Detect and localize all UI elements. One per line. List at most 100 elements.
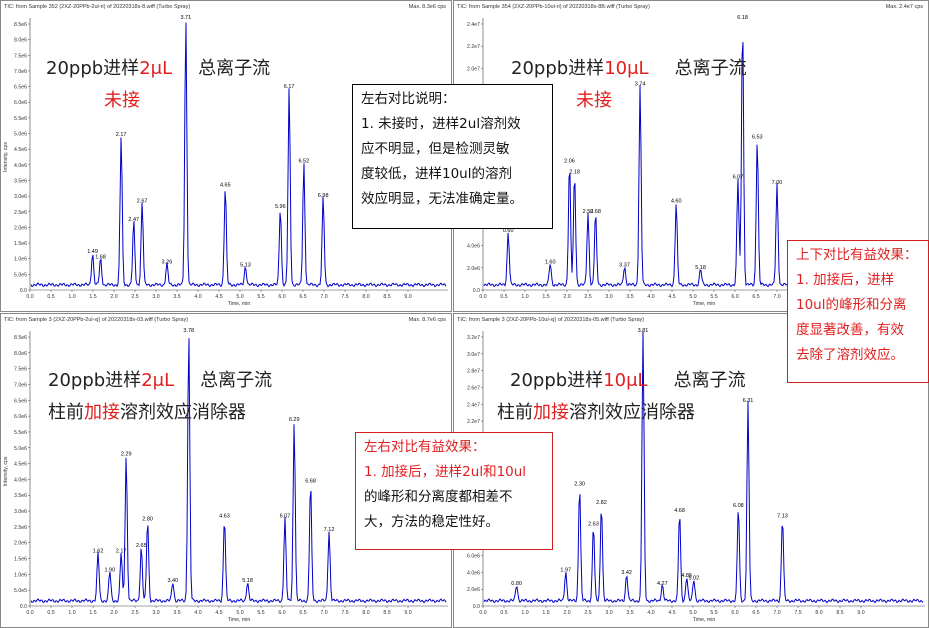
y-tick-label: 3.5e6 bbox=[14, 178, 27, 184]
x-tick-label: 3.0 bbox=[605, 294, 612, 300]
y-tick-label: 3.0e7 bbox=[467, 352, 480, 358]
y-tick-label: 5.0e5 bbox=[14, 588, 27, 594]
x-tick-label: 5.5 bbox=[257, 610, 264, 616]
peak-label: 6.07 bbox=[280, 514, 291, 520]
note-heading: 左右对比说明： bbox=[361, 91, 456, 107]
panel-subtitle: 柱前加接溶剂效应消除器 bbox=[497, 398, 695, 424]
note-box: 上下对比有益效果： 1. 加接后，进样 10ul的峰形和分离 度显著改善，有效 … bbox=[787, 240, 929, 383]
panel-max: Max. 2.4e7 cps bbox=[886, 4, 924, 10]
peak-label: 6.17 bbox=[284, 84, 295, 90]
title-volume: 10μL bbox=[604, 58, 649, 79]
x-tick-label: 1.0 bbox=[521, 610, 528, 616]
x-tick-label: 0.0 bbox=[479, 294, 486, 300]
subtitle-text: 柱前 bbox=[497, 402, 533, 423]
title-text: 20ppb进样 bbox=[510, 370, 604, 391]
y-tick-label: 5.5e6 bbox=[14, 430, 27, 436]
panel-header: TIC: from Sample 354 (2XZ-20PPb-10ul-ri)… bbox=[457, 4, 650, 10]
peak-label: 2.29 bbox=[121, 452, 132, 458]
y-tick-label: 0.0 bbox=[473, 288, 480, 294]
x-tick-label: 5.0 bbox=[689, 294, 696, 300]
x-tick-label: 6.5 bbox=[752, 294, 759, 300]
panel-header: TIC: from Sample 3 (2XZ-20PPb-10ul-xj) o… bbox=[457, 317, 644, 323]
peak-label: 2.82 bbox=[596, 500, 607, 506]
peak-label: 5.18 bbox=[242, 578, 253, 584]
x-tick-label: 7.0 bbox=[773, 610, 780, 616]
y-tick-label: 8.0e6 bbox=[14, 38, 27, 44]
x-tick-label: 6.0 bbox=[731, 610, 738, 616]
peak-label: 6.18 bbox=[737, 15, 748, 21]
x-tick-label: 8.5 bbox=[383, 610, 390, 616]
x-tick-label: 2.0 bbox=[110, 294, 117, 300]
peak-label: 2.80 bbox=[142, 516, 153, 522]
x-axis-label: Time, min bbox=[228, 301, 251, 307]
y-tick-label: 4.0e6 bbox=[467, 244, 480, 250]
x-tick-label: 2.5 bbox=[584, 610, 591, 616]
x-tick-label: 2.5 bbox=[131, 610, 138, 616]
note-line: 应不明显，但是检测灵敏 bbox=[361, 141, 510, 157]
y-tick-label: 4.0e6 bbox=[467, 570, 480, 576]
x-tick-label: 1.5 bbox=[542, 610, 549, 616]
peak-label: 6.31 bbox=[743, 398, 754, 404]
y-tick-label: 4.5e6 bbox=[14, 462, 27, 468]
x-tick-label: 0.0 bbox=[26, 294, 33, 300]
subtitle-highlight: 加接 bbox=[84, 402, 120, 423]
subtitle-text: 未接 bbox=[576, 90, 612, 111]
y-tick-label: 5.0e6 bbox=[14, 446, 27, 452]
x-tick-label: 9.0 bbox=[404, 294, 411, 300]
peak-label: 2.18 bbox=[569, 169, 580, 175]
note-line: 度较低，进样10ul的溶剂 bbox=[361, 166, 512, 182]
peak-label: 1.90 bbox=[104, 567, 115, 573]
panel-subtitle: 未接 bbox=[576, 86, 612, 112]
y-tick-label: 7.0e6 bbox=[14, 69, 27, 75]
y-tick-label: 2.2e7 bbox=[467, 419, 480, 425]
note-heading: 左右对比有益效果： bbox=[364, 439, 486, 455]
y-tick-label: 6.0e6 bbox=[14, 414, 27, 420]
x-tick-label: 4.0 bbox=[647, 294, 654, 300]
x-tick-label: 8.0 bbox=[815, 610, 822, 616]
y-tick-label: 2.0e6 bbox=[14, 541, 27, 547]
x-axis-label: Time, min bbox=[693, 301, 716, 307]
y-tick-label: 5.5e6 bbox=[14, 116, 27, 122]
y-tick-label: 8.0e6 bbox=[14, 351, 27, 357]
y-tick-label: 0.0 bbox=[20, 604, 27, 610]
x-tick-label: 4.0 bbox=[194, 294, 201, 300]
y-tick-label: 2.0e6 bbox=[467, 587, 480, 593]
subtitle-text: 未接 bbox=[104, 90, 140, 111]
y-tick-label: 6.0e6 bbox=[467, 554, 480, 560]
y-tick-label: 3.5e6 bbox=[14, 493, 27, 499]
x-tick-label: 0.5 bbox=[500, 610, 507, 616]
peak-label: 1.97 bbox=[560, 567, 571, 573]
peak-label: 0.80 bbox=[511, 581, 522, 587]
y-tick-label: 1.0e6 bbox=[14, 572, 27, 578]
peak-label: 5.18 bbox=[695, 265, 706, 271]
panel-header: TIC: from Sample 3 (2XZ-20PPb-2ul-xj) of… bbox=[4, 317, 188, 323]
x-axis-label: Time, min bbox=[228, 617, 251, 623]
note-heading: 上下对比有益效果： bbox=[796, 247, 918, 263]
peak-label: 3.71 bbox=[180, 15, 191, 21]
panel-title: 20ppb进样10μL 总离子流 bbox=[510, 366, 746, 392]
note-line: 去除了溶剂效应。 bbox=[796, 347, 904, 363]
y-tick-label: 0.0 bbox=[20, 288, 27, 294]
x-tick-label: 5.0 bbox=[236, 610, 243, 616]
x-tick-label: 7.0 bbox=[320, 294, 327, 300]
title-text: 20ppb进样 bbox=[48, 370, 142, 391]
x-tick-label: 9.0 bbox=[404, 610, 411, 616]
x-tick-label: 8.5 bbox=[836, 610, 843, 616]
x-tick-label: 8.0 bbox=[362, 610, 369, 616]
tic-trace bbox=[30, 22, 447, 288]
y-tick-label: 2.5e6 bbox=[14, 525, 27, 531]
note-line: 1. 加接后，进样 bbox=[796, 272, 895, 288]
subtitle-text: 柱前 bbox=[48, 402, 84, 423]
x-tick-label: 4.5 bbox=[215, 294, 222, 300]
x-tick-label: 5.5 bbox=[710, 610, 717, 616]
x-tick-label: 6.0 bbox=[731, 294, 738, 300]
x-tick-label: 6.0 bbox=[278, 610, 285, 616]
x-tick-label: 5.0 bbox=[236, 294, 243, 300]
panel-max: Max. 8.7e6 cps bbox=[409, 317, 447, 323]
note-line: 效应明显，无法准确定量。 bbox=[361, 191, 523, 207]
y-tick-label: 5.0e5 bbox=[14, 272, 27, 278]
peak-label: 4.85 bbox=[681, 573, 692, 579]
peak-label: 5.96 bbox=[275, 204, 286, 210]
x-tick-label: 3.5 bbox=[173, 294, 180, 300]
